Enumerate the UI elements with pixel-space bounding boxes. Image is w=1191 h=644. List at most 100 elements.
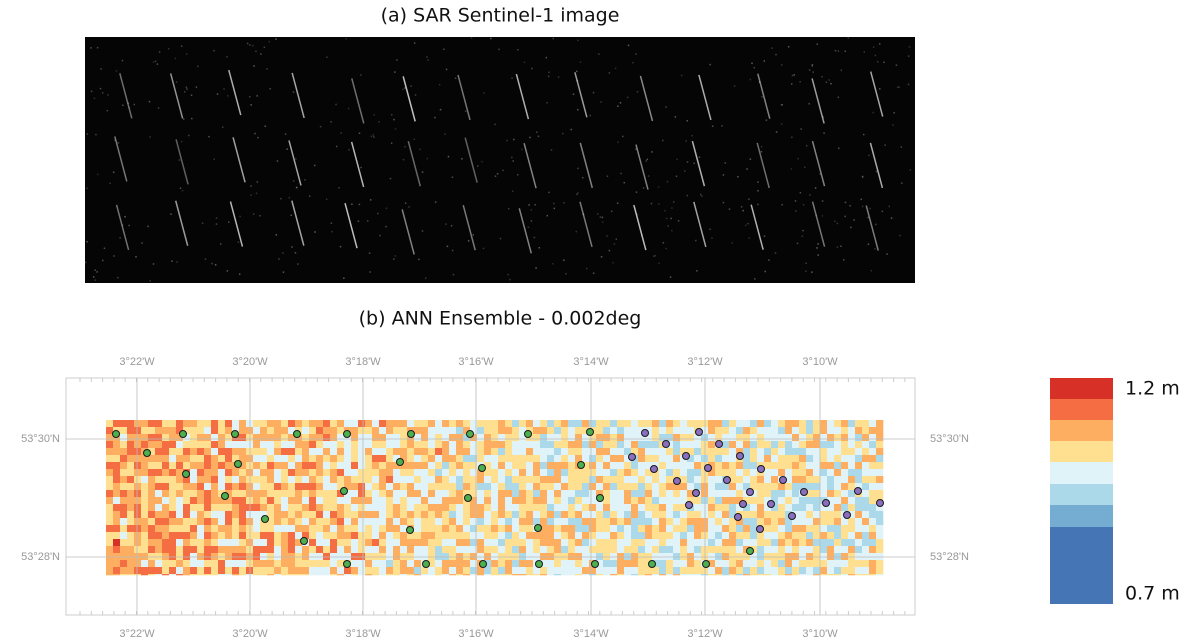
sar-streak xyxy=(523,142,537,189)
heat-cell xyxy=(442,518,450,526)
sar-noise xyxy=(296,186,298,189)
heat-cell xyxy=(687,511,695,519)
heat-cell xyxy=(435,504,443,512)
heat-cell xyxy=(512,469,520,477)
heat-cell xyxy=(729,476,737,484)
heat-cell xyxy=(771,483,779,491)
heat-cell xyxy=(183,427,191,435)
heat-cell xyxy=(792,448,800,456)
sar-noise xyxy=(834,220,836,223)
heat-cell xyxy=(820,420,828,428)
heat-cell xyxy=(309,469,317,477)
heat-cell xyxy=(820,448,828,456)
heat-cell xyxy=(393,567,401,575)
heat-cell xyxy=(491,497,499,505)
heat-cell xyxy=(330,539,338,547)
heat-cell xyxy=(687,539,695,547)
heat-cell xyxy=(127,427,135,435)
heat-cell xyxy=(155,462,163,470)
heat-cell xyxy=(757,574,765,576)
heat-cell xyxy=(351,462,359,470)
heat-cell xyxy=(379,511,387,519)
sar-noise xyxy=(115,70,118,72)
heat-cell xyxy=(645,455,653,463)
turbine-marker xyxy=(739,500,747,508)
sar-streak xyxy=(174,200,189,246)
heat-cell xyxy=(288,532,296,540)
heat-cell xyxy=(470,567,478,575)
sar-noise xyxy=(343,277,345,279)
heat-cell xyxy=(260,497,268,505)
heat-cell xyxy=(666,497,674,505)
heat-cell xyxy=(505,560,513,568)
heat-cell xyxy=(561,525,569,533)
heat-cell xyxy=(358,455,366,463)
heat-cell xyxy=(855,567,863,575)
heat-cell xyxy=(155,497,163,505)
heat-cell xyxy=(505,469,513,477)
heat-cell xyxy=(190,504,198,512)
sar-noise xyxy=(252,44,254,47)
heat-cell xyxy=(456,427,464,435)
heat-cell xyxy=(652,574,660,576)
heat-cell xyxy=(785,504,793,512)
heat-cell xyxy=(708,469,716,477)
heat-cell xyxy=(316,469,324,477)
sar-streak xyxy=(119,73,133,119)
heat-cell xyxy=(750,525,758,533)
heat-cell xyxy=(316,483,324,491)
heat-cell xyxy=(729,574,737,576)
sar-noise xyxy=(563,259,565,262)
sar-noise xyxy=(216,93,219,95)
heat-cell xyxy=(610,483,618,491)
heat-cell xyxy=(554,525,562,533)
sar-noise xyxy=(817,243,819,245)
heat-cell xyxy=(218,427,226,435)
heat-cell xyxy=(750,518,758,526)
heat-cell xyxy=(484,546,492,554)
heat-cell xyxy=(869,532,877,540)
heat-cell xyxy=(463,567,471,575)
heat-cell xyxy=(498,469,506,477)
heat-cell xyxy=(757,546,765,554)
heat-cell xyxy=(771,476,779,484)
heat-cell xyxy=(624,504,632,512)
heat-cell xyxy=(715,434,723,442)
sar-noise xyxy=(821,75,823,78)
sar-noise xyxy=(861,205,864,208)
heat-cell xyxy=(442,434,450,442)
heat-cell xyxy=(827,483,835,491)
heat-cell xyxy=(722,420,730,428)
heat-cell xyxy=(778,567,786,575)
sar-noise xyxy=(867,216,869,219)
heat-cell xyxy=(743,560,751,568)
sar-noise xyxy=(517,48,519,51)
heat-cell xyxy=(281,546,289,554)
sar-noise xyxy=(413,138,416,141)
heat-cell xyxy=(694,560,702,568)
heat-cell xyxy=(113,420,121,428)
sar-noise xyxy=(434,201,437,203)
heat-cell xyxy=(379,546,387,554)
sar-streak xyxy=(407,141,422,187)
heat-cell xyxy=(127,476,135,484)
sar-noise xyxy=(358,203,361,206)
heat-cell xyxy=(155,532,163,540)
heat-cell xyxy=(106,567,114,575)
heat-cell xyxy=(652,497,660,505)
heat-cell xyxy=(533,476,541,484)
heat-cell xyxy=(204,560,212,568)
heat-cell xyxy=(344,490,352,498)
sar-noise xyxy=(445,68,448,71)
heat-cell xyxy=(435,546,443,554)
sar-noise xyxy=(86,240,88,243)
heat-cell xyxy=(659,469,667,477)
heat-cell xyxy=(540,434,548,442)
heat-cell xyxy=(757,483,765,491)
heat-cell xyxy=(799,511,807,519)
sar-noise xyxy=(797,157,799,160)
sar-noise xyxy=(529,136,531,139)
sar-noise xyxy=(675,175,678,178)
heat-cell xyxy=(428,567,436,575)
heat-cell xyxy=(582,539,590,547)
